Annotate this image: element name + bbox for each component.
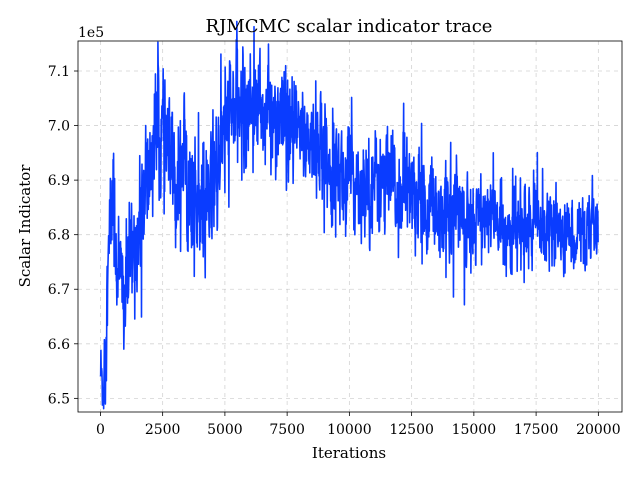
x-tick-label: 17500	[514, 422, 559, 438]
x-tick-label: 5000	[207, 422, 243, 438]
plot-frame	[77, 40, 623, 413]
x-tick-label: 12500	[389, 422, 434, 438]
chart-title: RJMCMC scalar indicator trace	[206, 16, 493, 37]
y-tick-label: 7.1	[48, 64, 70, 80]
y-axis-ticks: 6.5 6.6 6.7 6.8 6.9 7.0 7.1	[48, 64, 78, 407]
y-tick-label: 6.6	[48, 337, 70, 353]
y-tick-label: 6.7	[48, 282, 70, 298]
y-tick-label: 7.0	[48, 119, 70, 135]
x-tick-label: 20000	[576, 422, 621, 438]
x-tick-label: 10000	[327, 422, 372, 438]
x-tick-label: 15000	[452, 422, 497, 438]
y-axis-label: Scalar Indicator	[16, 164, 34, 288]
y-tick-label: 6.5	[48, 391, 70, 407]
y-tick-label: 6.8	[48, 228, 70, 244]
x-axis-ticks: 0 2500 5000 7500 10000 12500 15000 17500 20000	[96, 412, 621, 438]
x-axis-label: Iterations	[312, 444, 386, 462]
x-tick-label: 7500	[269, 422, 305, 438]
trace-line	[99, 20, 599, 410]
x-tick-label: 2500	[145, 422, 181, 438]
y-axis-offset-label: 1e5	[78, 25, 104, 41]
x-tick-label: 0	[96, 422, 105, 438]
y-tick-label: 6.9	[48, 173, 70, 189]
